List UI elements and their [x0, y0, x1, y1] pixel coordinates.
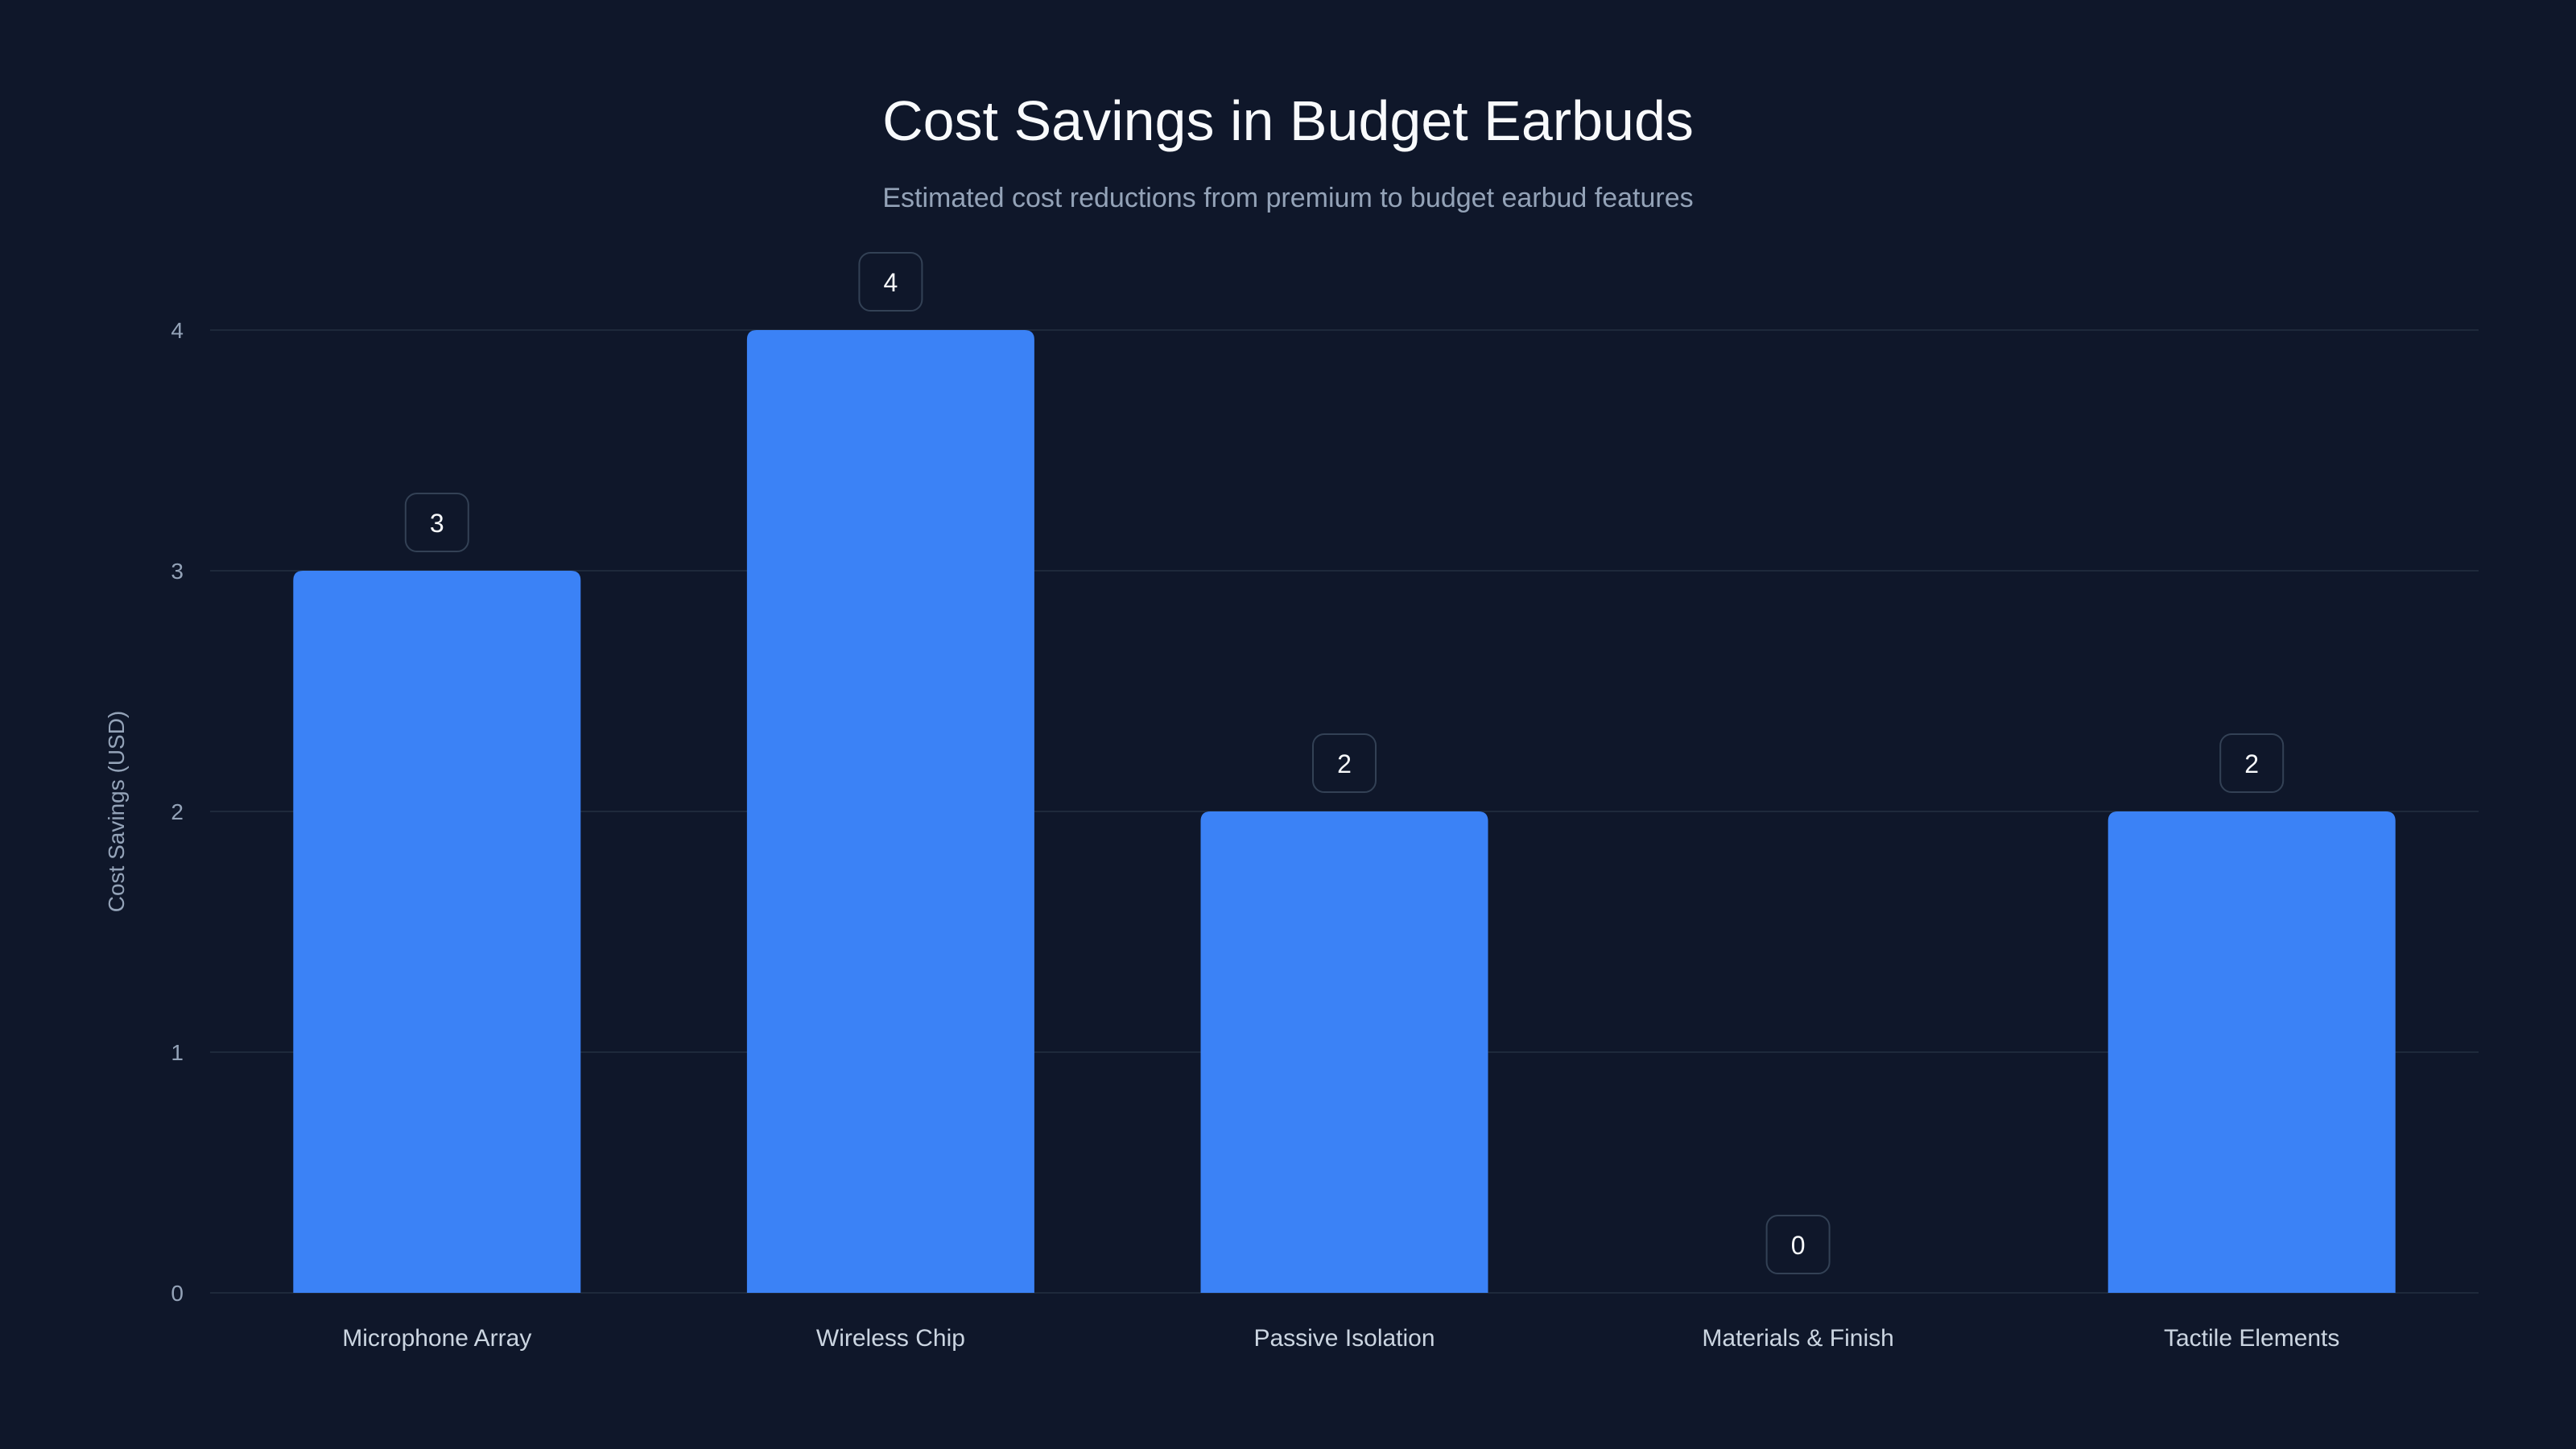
bar: [1200, 811, 1488, 1293]
data-label-box: [858, 252, 923, 312]
chart-title: Cost Savings in Budget Earbuds: [882, 89, 1694, 152]
x-tick-label: Materials & Finish: [1702, 1325, 1893, 1352]
y-tick-label: 4: [171, 318, 184, 343]
data-label-box: [2219, 733, 2285, 793]
data-label: 4: [884, 268, 898, 297]
data-label: 3: [430, 509, 444, 538]
x-tick-label: Wireless Chip: [816, 1325, 965, 1352]
data-label: 2: [1337, 749, 1352, 778]
x-tick-label: Passive Isolation: [1253, 1325, 1435, 1352]
y-axis-label: Cost Savings (USD): [104, 711, 129, 913]
y-tick-label: 0: [171, 1281, 184, 1306]
data-label: 2: [2244, 749, 2259, 778]
y-tick-label: 3: [171, 559, 184, 584]
data-label-box: [1765, 1215, 1831, 1274]
data-label-box: [404, 493, 469, 552]
data-label-box: [1312, 733, 1377, 793]
y-tick-label: 1: [171, 1040, 184, 1065]
y-tick-label: 2: [171, 799, 184, 824]
bar: [293, 571, 581, 1293]
bar: [2107, 811, 2396, 1293]
chart-subtitle: Estimated cost reductions from premium t…: [882, 183, 1694, 213]
x-tick-label: Tactile Elements: [2164, 1325, 2339, 1352]
x-tick-label: Microphone Array: [342, 1325, 531, 1352]
bar: [746, 330, 1034, 1293]
data-label: 0: [1791, 1231, 1806, 1260]
